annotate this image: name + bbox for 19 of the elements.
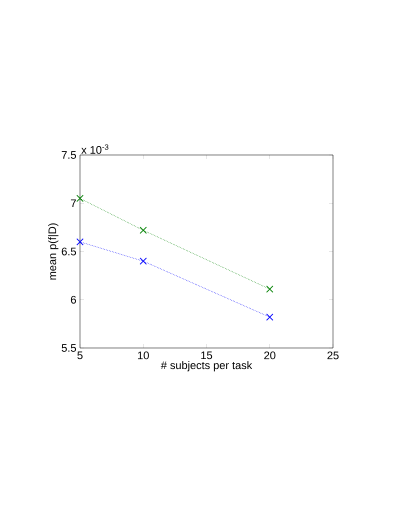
point [266, 286, 274, 293]
text: x 10$^{-3}$ [81, 144, 108, 154]
x-tick-label: 25 [327, 352, 339, 360]
point [140, 226, 147, 234]
y-tick-label: 6 [70, 296, 76, 304]
x-axis-title: # subjects per task [160, 361, 252, 372]
y-axis-title: mean p(f|D) [48, 223, 58, 280]
y-tick-label: 5.5 [62, 344, 76, 352]
point [76, 238, 84, 246]
x-tick-label: 20 [264, 352, 276, 360]
x-tick-label: 10 [138, 352, 149, 360]
point [140, 258, 147, 265]
y-tick-label: 7 [70, 199, 76, 208]
point [266, 313, 274, 321]
x-tick-label: 15 [201, 352, 212, 360]
point [76, 194, 84, 202]
y-tick-label: 7.5 [62, 151, 76, 159]
y-tick-label: 6.5 [62, 248, 76, 256]
x-tick-label: 5 [77, 352, 83, 360]
